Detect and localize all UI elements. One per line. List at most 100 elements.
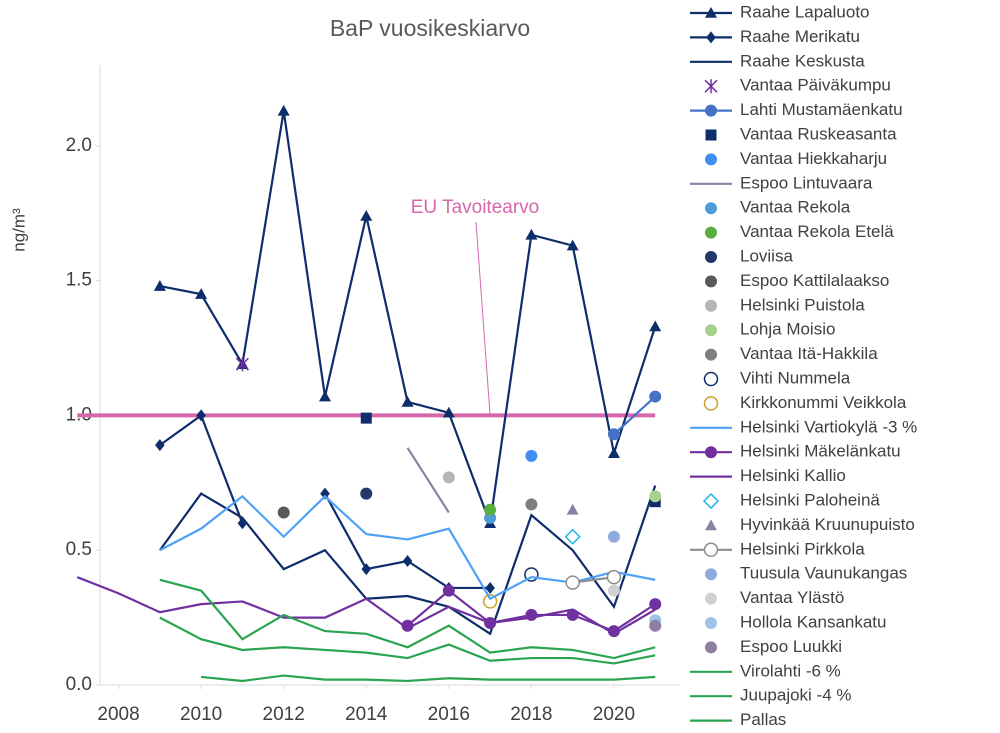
legend-label: Vantaa Hiekkaharju [740,149,887,168]
marker [195,288,208,299]
marker [649,490,662,503]
marker [566,239,579,251]
marker [442,406,455,418]
chart-title: BaP vuosikeskiarvo [330,15,530,41]
marker [525,449,538,462]
legend-marker [705,226,717,239]
marker [564,528,581,545]
annotation: EU Tavoitearvo [411,197,540,218]
legend-marker [705,446,717,459]
marker [607,625,620,638]
marker [277,506,290,519]
legend-label: Helsinki Kallio [740,466,846,485]
marker [649,598,662,611]
y-tick-label: 0.5 [66,539,92,560]
annotation-leader [475,221,491,416]
legend-marker [705,519,717,531]
legend-label: Helsinki Puistola [740,295,865,314]
legend-marker [705,202,717,215]
legend-marker [704,79,718,94]
marker [237,517,248,530]
legend-label: Juupajoki -4 % [740,686,852,705]
marker [402,555,413,567]
x-tick-label: 2016 [428,704,470,725]
legend-label: Raahe Keskusta [740,51,865,70]
y-axis-label: ng/m³ [9,208,28,252]
legend-marker [705,348,717,361]
marker [649,390,662,403]
series-line [201,674,656,683]
marker [607,530,620,543]
marker [607,447,620,458]
x-tick-label: 2018 [510,704,552,725]
legend-label: Lohja Moisio [740,320,835,339]
legend-marker [705,592,717,605]
marker [649,619,662,632]
marker [153,280,166,291]
marker [484,503,497,516]
legend-label: Vantaa Ruskeasanta [740,124,897,143]
series-line [159,494,656,601]
legend-marker [705,324,717,337]
legend-label: Raahe Merikatu [740,27,860,46]
marker [649,320,662,332]
series-line [159,413,491,590]
series-line [613,395,656,436]
marker [442,584,455,597]
y-tick-label: 2.0 [66,135,92,156]
legend-marker [702,492,720,510]
series-line [158,485,657,636]
x-tick-label: 2008 [97,704,139,725]
x-tick-label: 2010 [180,704,222,725]
series-line [406,447,450,514]
series-line [159,110,657,524]
series-line [159,616,656,665]
legend-label: Kirkkonummi Veikkola [740,393,907,412]
marker [606,569,622,585]
legend-label: Vantaa Päiväkumpu [740,76,891,95]
legend-label: Hyvinkää Kruunupuisto [740,515,915,534]
y-tick-label: 0.0 [66,674,92,695]
legend-marker [705,7,717,18]
marker [565,575,580,590]
legend-label: Hollola Kansankatu [740,612,886,631]
marker [401,619,414,632]
legend-label: Vantaa Ylästö [740,588,844,607]
x-tick-label: 2014 [345,704,388,725]
marker [235,357,249,372]
marker [566,503,579,515]
legend-label: Raahe Lapaluoto [740,2,870,21]
legend-label: Virolahti -6 % [740,661,841,680]
legend-marker [705,153,717,166]
legend-marker [705,129,717,141]
legend-marker [705,299,717,312]
y-tick-label: 1.5 [66,270,92,291]
x-tick-label: 2012 [263,704,305,725]
marker [525,498,538,511]
legend-label: Loviisa [740,246,793,265]
legend-label: Lahti Mustamäenkatu [740,100,903,119]
legend-marker [705,617,717,629]
legend-label: Vihti Nummela [740,368,851,387]
legend-marker [705,568,717,581]
legend-marker [705,104,717,117]
marker [196,409,206,422]
marker [401,395,414,407]
legend-label: Pallas [740,710,786,729]
legend-marker [706,31,716,44]
marker [320,487,330,500]
legend-label: Vantaa Rekola [740,198,851,217]
marker [318,390,331,402]
legend-marker [705,641,717,654]
marker [360,209,373,221]
legend-marker [703,542,719,558]
legend-label: Espoo Kattilalaakso [740,271,889,290]
legend-label: Helsinki Mäkelänkatu [740,442,901,461]
legend-label: Vantaa Rekola Etelä [740,222,894,241]
marker [525,228,538,240]
marker [442,471,455,484]
legend-marker [705,275,717,288]
legend-label: Helsinki Paloheinä [740,490,880,509]
